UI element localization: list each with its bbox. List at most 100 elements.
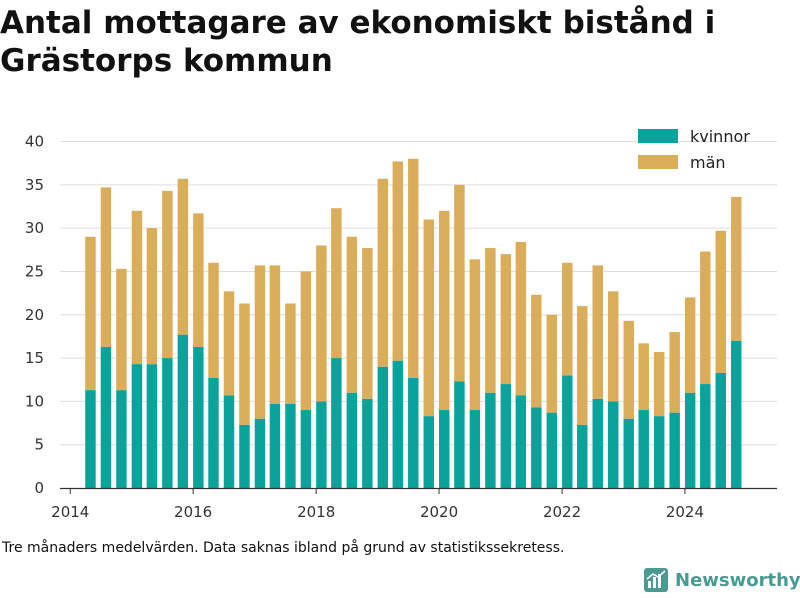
bar-män bbox=[454, 184, 465, 382]
bar-kvinnor bbox=[146, 364, 158, 488]
y-tick-label: 25 bbox=[25, 262, 44, 280]
bar-kvinnor bbox=[515, 395, 527, 488]
bar-män bbox=[439, 210, 450, 411]
bar-män bbox=[316, 245, 327, 402]
bar-kvinnor bbox=[577, 424, 588, 488]
bar-kvinnor bbox=[177, 334, 189, 488]
bar-kvinnor bbox=[653, 416, 665, 488]
bar-kvinnor bbox=[669, 412, 680, 488]
bar-män bbox=[408, 158, 419, 378]
bar-män bbox=[162, 190, 173, 359]
x-tick-label: 2022 bbox=[543, 503, 581, 521]
bar-män bbox=[131, 210, 143, 365]
bar-kvinnor bbox=[638, 410, 649, 488]
bar-kvinnor bbox=[331, 358, 342, 488]
bar-män bbox=[546, 314, 558, 413]
legend-swatch-kvinnor bbox=[638, 129, 678, 143]
bar-män bbox=[116, 268, 127, 391]
x-tick-label: 2014 bbox=[51, 503, 89, 521]
bar-män bbox=[731, 196, 742, 341]
bar-kvinnor bbox=[346, 392, 358, 488]
bar-män bbox=[85, 236, 96, 391]
bar-män bbox=[684, 297, 696, 393]
bar-kvinnor bbox=[269, 403, 281, 488]
bar-män bbox=[346, 236, 358, 393]
bar-män bbox=[285, 303, 296, 404]
bar-män bbox=[577, 306, 588, 425]
bar-kvinnor bbox=[193, 346, 204, 488]
y-tick-label: 10 bbox=[25, 392, 44, 410]
bar-kvinnor bbox=[377, 366, 389, 488]
y-tick-label: 15 bbox=[25, 349, 44, 367]
y-tick-label: 20 bbox=[25, 306, 44, 324]
bar-män bbox=[562, 262, 573, 376]
bar-kvinnor bbox=[239, 424, 250, 488]
bar-kvinnor bbox=[100, 346, 112, 488]
bar-män bbox=[715, 230, 727, 373]
x-tick-label: 2024 bbox=[666, 503, 704, 521]
legend-label: män bbox=[690, 153, 726, 172]
bar-kvinnor bbox=[623, 418, 634, 488]
bar-män bbox=[100, 187, 112, 347]
y-tick-label: 0 bbox=[34, 479, 44, 497]
bar-män bbox=[653, 352, 665, 417]
x-tick-label: 2016 bbox=[174, 503, 212, 521]
bar-män bbox=[254, 265, 266, 419]
bar-män bbox=[239, 303, 250, 425]
bar-män bbox=[592, 265, 603, 399]
legend-swatch-män bbox=[638, 155, 678, 169]
bar-kvinnor bbox=[439, 410, 450, 488]
bar-män bbox=[146, 228, 158, 365]
bar-män bbox=[531, 294, 542, 408]
newsworthy-logo-icon bbox=[644, 568, 668, 592]
bar-kvinnor bbox=[500, 384, 512, 488]
bar-män bbox=[208, 262, 219, 378]
bar-kvinnor bbox=[131, 364, 143, 488]
bar-kvinnor bbox=[469, 410, 481, 488]
bar-män bbox=[608, 291, 619, 402]
bar-män bbox=[623, 320, 634, 419]
bar-kvinnor bbox=[116, 390, 127, 488]
bar-män bbox=[193, 213, 204, 347]
bar-kvinnor bbox=[731, 340, 742, 488]
bar-män bbox=[362, 248, 373, 399]
y-tick-label: 40 bbox=[25, 133, 44, 151]
bar-kvinnor bbox=[485, 392, 496, 488]
bar-män bbox=[469, 259, 481, 411]
bar-kvinnor bbox=[316, 401, 327, 489]
bar-kvinnor bbox=[608, 401, 619, 489]
bar-kvinnor bbox=[592, 398, 603, 488]
bar-kvinnor bbox=[285, 403, 296, 488]
x-tick-label: 2018 bbox=[297, 503, 335, 521]
bar-män bbox=[223, 291, 235, 396]
bar-kvinnor bbox=[684, 392, 696, 488]
bar-män bbox=[392, 161, 404, 361]
bar-kvinnor bbox=[715, 372, 727, 488]
bar-kvinnor bbox=[208, 377, 219, 488]
y-tick-label: 30 bbox=[25, 219, 44, 237]
bar-kvinnor bbox=[454, 381, 465, 488]
bar-kvinnor bbox=[408, 377, 419, 488]
brand-logo[interactable]: Newsworthy bbox=[644, 568, 800, 592]
chart-title: Antal mottagare av ekonomiskt bistånd i … bbox=[0, 5, 716, 79]
bar-män bbox=[500, 254, 512, 385]
bar-kvinnor bbox=[85, 390, 96, 488]
y-tick-label: 5 bbox=[34, 436, 44, 454]
bar-kvinnor bbox=[162, 358, 173, 488]
brand-name: Newsworthy bbox=[675, 569, 800, 591]
bar-män bbox=[669, 332, 680, 413]
bar-män bbox=[300, 271, 312, 411]
bar-kvinnor bbox=[392, 360, 404, 488]
y-tick-label: 35 bbox=[25, 176, 44, 194]
bar-kvinnor bbox=[300, 410, 312, 488]
bar-kvinnor bbox=[546, 412, 558, 488]
bar-män bbox=[177, 178, 189, 335]
x-tick-label: 2020 bbox=[420, 503, 458, 521]
bar-män bbox=[331, 208, 342, 359]
bar-män bbox=[377, 178, 389, 367]
bar-kvinnor bbox=[562, 375, 573, 488]
footnote: Tre månaders medelvärden. Data saknas ib… bbox=[2, 540, 565, 556]
bar-kvinnor bbox=[531, 407, 542, 488]
bar-kvinnor bbox=[423, 416, 434, 488]
